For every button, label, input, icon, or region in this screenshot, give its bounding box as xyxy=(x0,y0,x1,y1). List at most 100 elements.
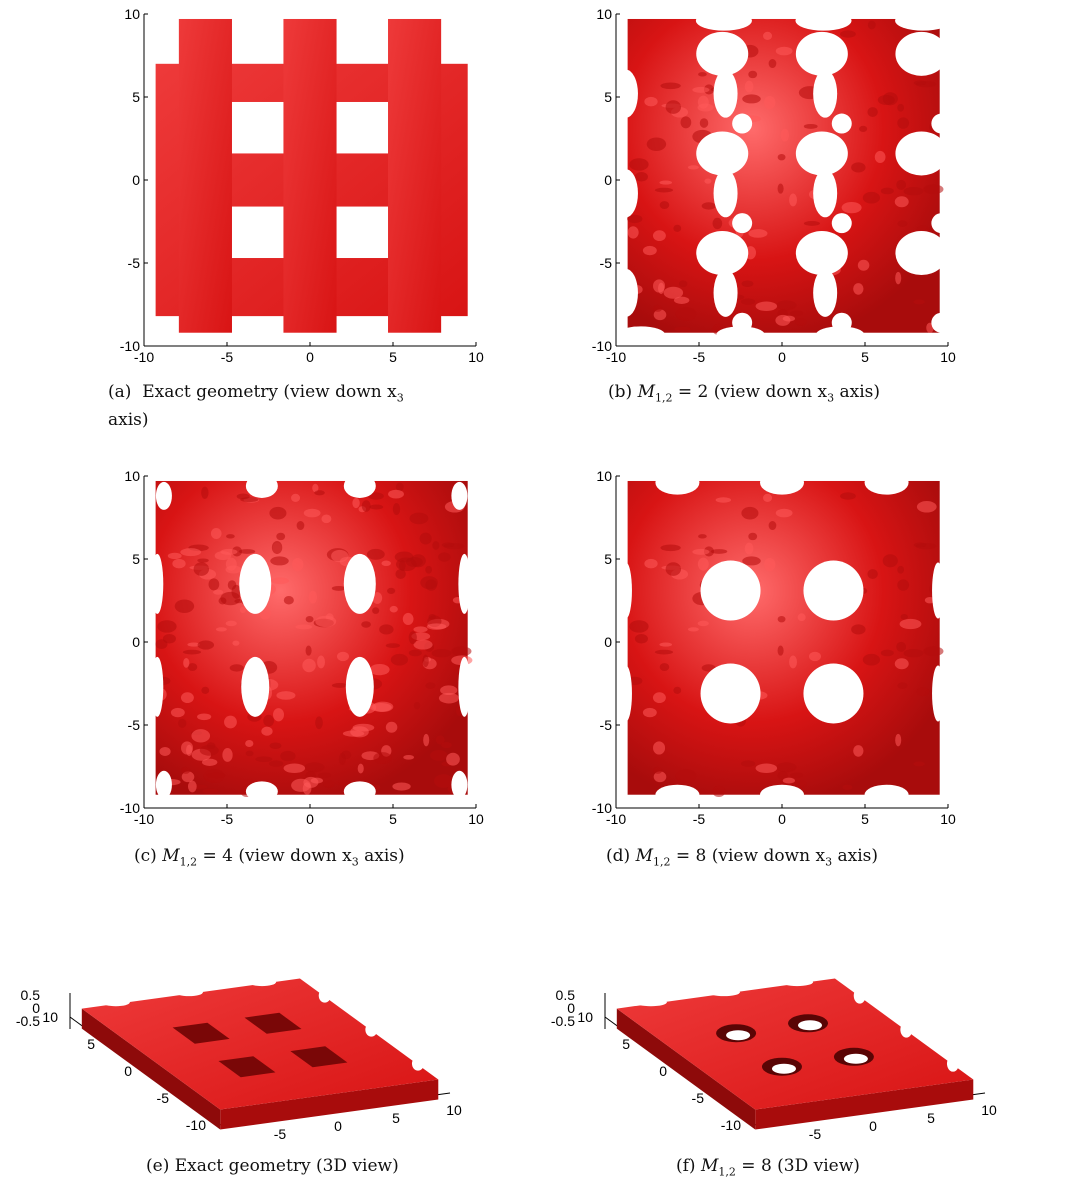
hole xyxy=(795,31,848,76)
shading xyxy=(634,172,648,182)
y-tick-label: 5 xyxy=(604,89,612,105)
shading xyxy=(201,486,209,499)
shading xyxy=(712,785,726,798)
shading xyxy=(659,642,673,647)
shading xyxy=(215,627,227,632)
shading xyxy=(867,569,878,579)
shading xyxy=(433,774,454,788)
hole xyxy=(655,784,700,805)
shading xyxy=(755,301,778,312)
shading xyxy=(368,492,384,500)
shading xyxy=(336,651,350,662)
shading xyxy=(183,657,190,668)
z-tick-label: -0.5 xyxy=(551,1013,575,1029)
shading xyxy=(867,107,878,117)
shading xyxy=(692,548,710,555)
shading xyxy=(426,623,447,630)
shading xyxy=(663,286,684,299)
shading xyxy=(842,784,853,790)
shading xyxy=(172,558,186,569)
shading xyxy=(897,220,908,227)
y-tick-label: 5 xyxy=(604,551,612,567)
hole xyxy=(616,326,665,343)
x-tick-label: -5 xyxy=(221,811,234,827)
hole xyxy=(343,781,376,802)
shading xyxy=(859,125,868,133)
shading xyxy=(304,762,325,773)
x-tick-label: 0 xyxy=(334,1118,342,1134)
x-tick-label: -10 xyxy=(134,811,154,827)
hole xyxy=(336,206,389,259)
x-tick-label: -10 xyxy=(134,349,154,365)
shading xyxy=(646,137,667,151)
shading xyxy=(903,187,924,196)
solid-region xyxy=(627,480,944,798)
hole xyxy=(895,31,948,76)
shading xyxy=(659,201,670,210)
hole-through xyxy=(726,1030,751,1041)
shading xyxy=(896,179,907,190)
shading xyxy=(790,310,804,317)
edge-notches xyxy=(101,978,424,1071)
caption-d: (d) M1,2 = 8 (view down x3 axis) xyxy=(606,846,878,869)
holes xyxy=(619,470,945,805)
notch xyxy=(174,988,203,997)
hole xyxy=(231,206,284,259)
hole xyxy=(760,470,804,495)
panel-b: -10 -5 0 5 10 10 5 0 -5 -10 xyxy=(572,0,972,380)
shading xyxy=(777,770,788,780)
shading xyxy=(352,497,360,509)
hole xyxy=(613,69,638,118)
shading xyxy=(157,620,177,633)
shading xyxy=(653,741,666,755)
shading xyxy=(654,187,674,193)
shading xyxy=(186,744,193,757)
shading xyxy=(712,217,723,230)
shading xyxy=(321,514,332,524)
shading xyxy=(395,482,404,492)
shading xyxy=(335,780,351,786)
shading xyxy=(659,663,670,672)
notch xyxy=(707,988,740,997)
shading xyxy=(897,682,908,689)
shading xyxy=(245,740,254,747)
x-tick-label: 5 xyxy=(389,811,397,827)
shading xyxy=(276,532,286,541)
shading xyxy=(291,493,301,503)
y-tick-label: -10 xyxy=(721,1117,741,1133)
shading xyxy=(395,569,406,579)
panel-c-plot: -10 -5 0 5 10 10 5 0 -5 -10 xyxy=(120,468,484,827)
solid-region xyxy=(627,18,944,336)
shading xyxy=(273,708,284,722)
shading xyxy=(665,100,682,114)
hole xyxy=(151,656,164,717)
x-tick-label: 5 xyxy=(389,349,397,365)
hole xyxy=(696,31,749,76)
shading xyxy=(372,592,383,604)
shading xyxy=(385,721,398,733)
shading xyxy=(897,579,910,591)
shading xyxy=(862,191,881,204)
notch xyxy=(318,988,331,1003)
hole xyxy=(172,1022,230,1044)
shading xyxy=(742,556,761,566)
y-tick-label: 10 xyxy=(577,1009,593,1025)
shading xyxy=(302,782,312,795)
shading xyxy=(441,742,452,749)
column-bar xyxy=(283,18,337,333)
shading xyxy=(763,31,773,41)
shading xyxy=(270,556,289,566)
shading xyxy=(803,123,818,129)
shading xyxy=(225,620,237,627)
shading xyxy=(379,624,394,635)
hole xyxy=(451,770,468,799)
shading xyxy=(430,750,448,761)
y-tick-label: -10 xyxy=(120,338,140,354)
shading xyxy=(315,716,323,730)
z-tick-label: 0 xyxy=(567,1000,575,1016)
shading xyxy=(698,72,707,77)
shading xyxy=(652,692,666,704)
shading xyxy=(877,94,895,105)
shading xyxy=(744,80,754,93)
shading xyxy=(451,646,472,657)
